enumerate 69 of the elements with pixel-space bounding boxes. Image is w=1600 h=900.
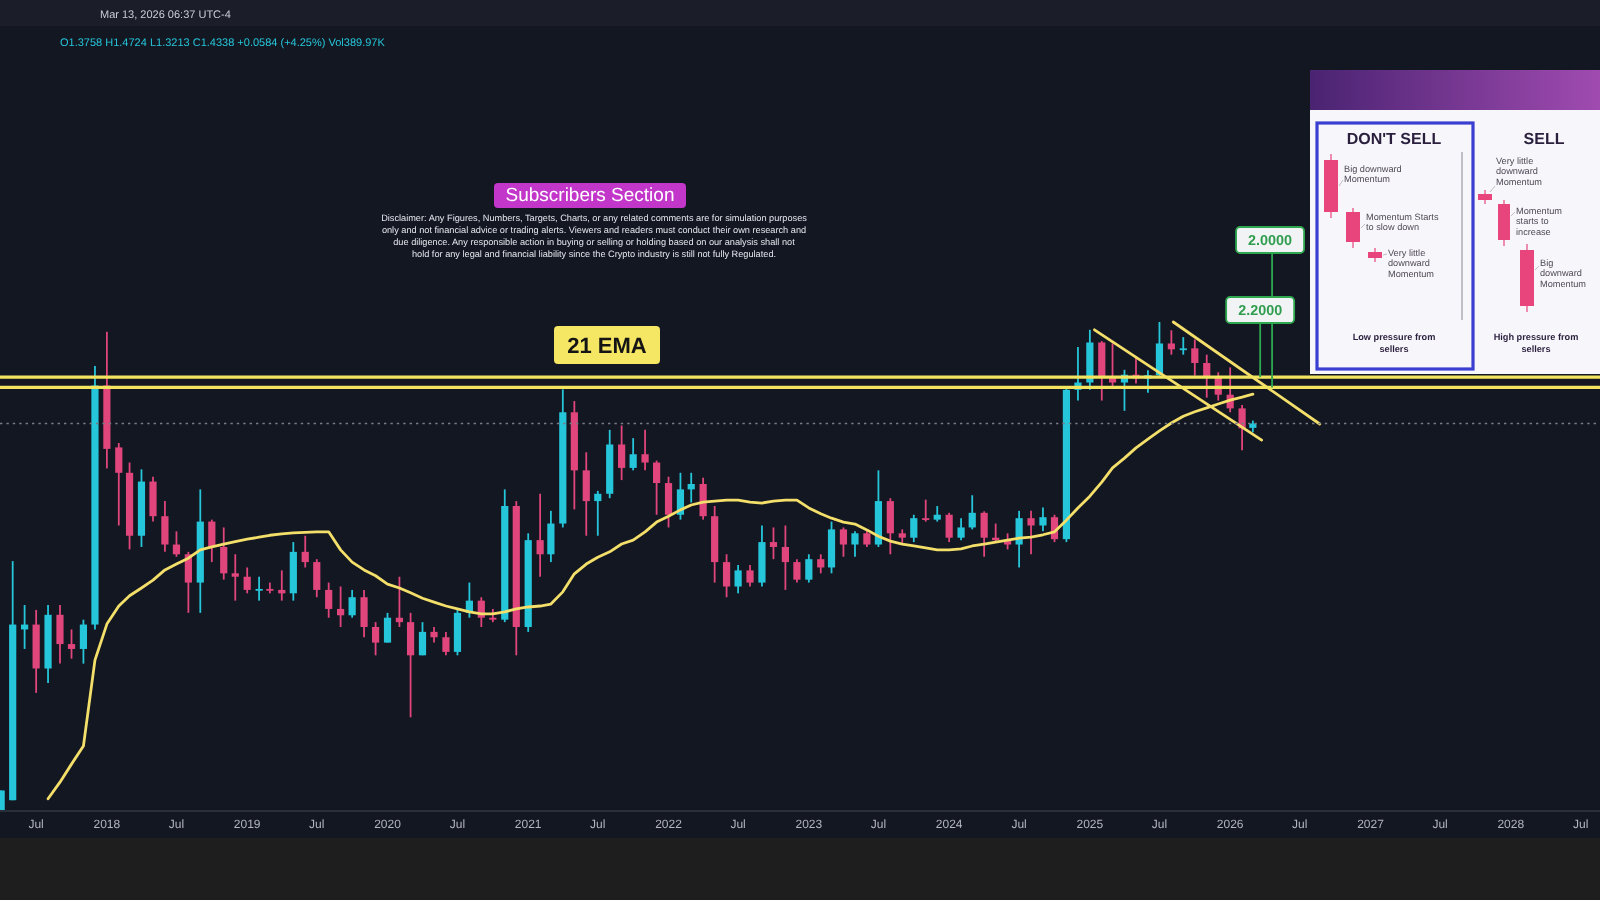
candlestick bbox=[325, 581, 333, 619]
candlestick bbox=[1179, 336, 1187, 356]
candlestick bbox=[406, 611, 415, 719]
candlestick bbox=[418, 621, 427, 657]
candlestick bbox=[641, 428, 649, 472]
candlestick bbox=[746, 564, 754, 588]
candlestick bbox=[231, 553, 239, 602]
candlestick bbox=[255, 575, 263, 602]
candlestick bbox=[922, 498, 930, 523]
candlestick bbox=[172, 530, 181, 558]
candlestick bbox=[536, 492, 544, 578]
candlestick bbox=[313, 558, 321, 599]
candlestick bbox=[781, 524, 789, 591]
candlestick bbox=[220, 526, 228, 581]
candlestick bbox=[371, 621, 380, 657]
candlestick bbox=[442, 630, 450, 657]
candlestick bbox=[1098, 340, 1106, 402]
candlestick bbox=[851, 530, 859, 558]
candlestick bbox=[827, 520, 836, 575]
candlestick bbox=[1238, 404, 1246, 452]
candlestick bbox=[582, 451, 590, 537]
candlestick bbox=[383, 611, 392, 644]
candlestick bbox=[687, 471, 695, 504]
text: SELL bbox=[1523, 130, 1565, 148]
candlestick bbox=[910, 513, 918, 543]
candlestick bbox=[793, 558, 801, 584]
candlestick bbox=[805, 553, 813, 584]
candlestick bbox=[32, 609, 40, 694]
candlestick bbox=[874, 469, 883, 548]
candlestick bbox=[115, 442, 123, 527]
candlestick bbox=[1191, 338, 1199, 377]
candlestick bbox=[348, 589, 356, 619]
candlestick bbox=[734, 564, 742, 595]
chart-subtitle: Subscribers Section bbox=[505, 185, 675, 208]
candlestick bbox=[980, 510, 988, 558]
candlestick bbox=[886, 497, 894, 556]
candlestick bbox=[243, 566, 251, 595]
candlestick bbox=[453, 608, 462, 657]
candlestick bbox=[79, 618, 88, 665]
candlestick bbox=[161, 500, 169, 553]
candlestick bbox=[758, 524, 766, 588]
annotation: 21 EMA bbox=[567, 335, 647, 359]
candlestick bbox=[56, 604, 64, 665]
candlestick bbox=[817, 553, 825, 575]
candlestick bbox=[1167, 329, 1175, 356]
candlestick bbox=[722, 553, 731, 599]
candlestick bbox=[301, 534, 309, 569]
candlestick bbox=[1039, 506, 1047, 533]
text: DON'T SELL bbox=[1346, 130, 1442, 148]
candlestick bbox=[957, 517, 965, 542]
candlestick bbox=[945, 511, 953, 543]
candlestick bbox=[618, 424, 626, 482]
candlestick bbox=[1086, 328, 1094, 391]
candlestick bbox=[337, 585, 345, 628]
candlestick bbox=[360, 589, 368, 639]
candlestick bbox=[769, 526, 778, 561]
candlestick bbox=[1027, 509, 1035, 556]
candlestick bbox=[208, 518, 216, 563]
candlestick bbox=[839, 526, 848, 558]
candlestick bbox=[547, 509, 555, 563]
candlestick bbox=[968, 494, 976, 531]
candlestick bbox=[629, 437, 637, 472]
candlestick bbox=[149, 475, 157, 523]
candlestick bbox=[594, 489, 602, 537]
candlestick bbox=[67, 628, 76, 660]
candlestick bbox=[664, 475, 673, 529]
candlestick bbox=[711, 505, 719, 584]
candlestick bbox=[653, 459, 661, 516]
candlestick bbox=[289, 541, 297, 602]
